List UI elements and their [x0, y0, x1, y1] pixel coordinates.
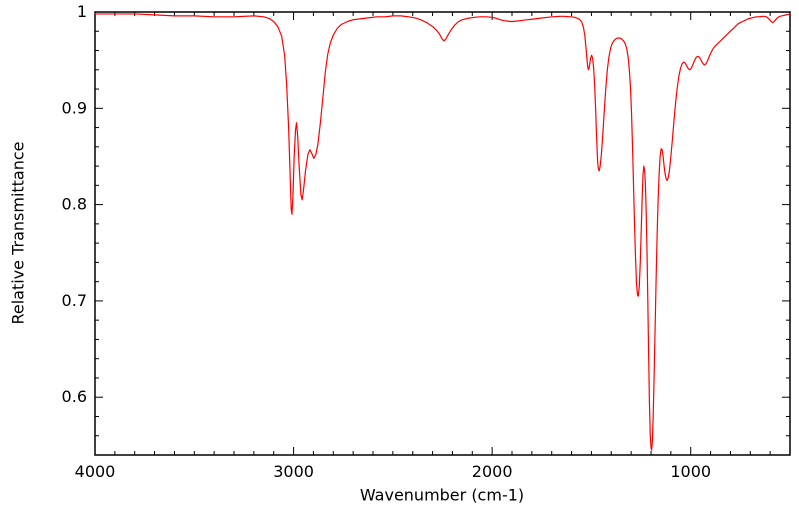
y-tick-label: 0.8 [62, 195, 87, 214]
spectrum-line [94, 13, 791, 451]
y-tick-label: 0.7 [62, 291, 87, 310]
x-tick-label: 3000 [273, 462, 314, 481]
x-tick-label: 2000 [472, 462, 513, 481]
y-tick-label: 0.6 [62, 387, 87, 406]
y-axis-label: Relative Transmittance [8, 141, 28, 325]
y-tick-label: 1 [77, 2, 87, 21]
plot-border [94, 11, 791, 456]
x-tick-label: 4000 [75, 462, 116, 481]
x-axis-label: Wavenumber (cm-1) [359, 485, 525, 505]
x-tick-label: 1000 [670, 462, 711, 481]
y-tick-label: 0.9 [62, 98, 87, 117]
